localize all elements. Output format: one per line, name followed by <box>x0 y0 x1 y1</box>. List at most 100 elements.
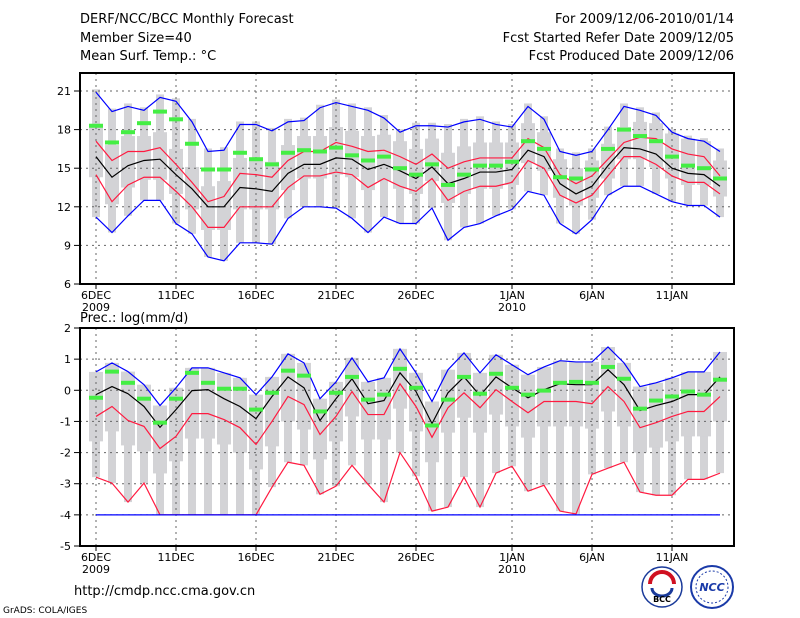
spread-box <box>185 367 199 439</box>
median-mark <box>313 149 327 154</box>
series-line-mean <box>95 146 721 208</box>
figure-title: DERF/NCC/BCC Monthly Forecast <box>80 12 294 27</box>
spread-box <box>537 366 551 427</box>
median-mark <box>169 117 183 122</box>
median-mark <box>425 423 439 428</box>
median-mark <box>377 392 391 397</box>
spread-box <box>329 127 343 175</box>
median-mark <box>569 176 583 181</box>
spread-whisker <box>444 369 452 508</box>
median-mark <box>569 379 583 384</box>
spread-box <box>281 353 295 422</box>
median-mark <box>217 386 231 391</box>
spread-box <box>137 384 151 452</box>
ytick-label: 9 <box>64 239 71 252</box>
series-line-max <box>95 346 721 407</box>
spread-box <box>105 145 119 205</box>
ytick-label: -5 <box>60 540 71 553</box>
xtick-label: 16DEC <box>237 289 274 302</box>
median-mark <box>473 391 487 396</box>
median-mark <box>297 148 311 153</box>
median-mark <box>345 374 359 379</box>
spread-box <box>473 372 487 433</box>
website-url[interactable]: http://cmdp.ncc.cma.gov.cn <box>74 584 255 599</box>
spread-box <box>649 123 663 167</box>
spread-box <box>329 381 343 442</box>
spread-box <box>457 352 471 418</box>
median-mark <box>185 370 199 375</box>
median-mark <box>585 167 599 172</box>
spread-box <box>153 132 167 180</box>
spread-box <box>137 136 151 180</box>
xtick-label: 21DEC <box>317 289 354 302</box>
ytick-label: -2 <box>60 447 71 460</box>
spread-whisker <box>204 367 212 515</box>
ncc-logo-text: NCC <box>699 581 724 594</box>
spread-box <box>697 371 711 437</box>
median-mark <box>361 158 375 163</box>
median-mark <box>457 374 471 379</box>
median-mark <box>281 368 295 373</box>
xtick-label: 6DEC <box>81 289 111 302</box>
spread-box <box>681 371 695 437</box>
series-line-upper <box>95 382 721 450</box>
precip-chart-title: Prec.: log(mm/d) <box>80 311 188 326</box>
ytick-label: 18 <box>57 124 71 137</box>
spread-box <box>665 377 679 442</box>
xtick-label: 11JAN <box>656 551 689 564</box>
median-mark <box>153 109 167 114</box>
median-mark <box>137 121 151 126</box>
median-mark <box>585 380 599 385</box>
spread-box <box>393 348 407 409</box>
median-mark <box>89 395 103 400</box>
median-mark <box>553 175 567 180</box>
spread-box <box>281 145 295 191</box>
xtick-label: 16DEC <box>237 551 274 564</box>
median-mark <box>681 389 695 394</box>
spread-box <box>633 121 647 160</box>
series-line-upper <box>95 136 721 203</box>
median-mark <box>697 392 711 397</box>
median-mark <box>201 167 215 172</box>
median-mark <box>633 406 647 411</box>
xtick-label: 1JAN <box>499 289 525 302</box>
spread-box <box>553 360 567 427</box>
median-mark <box>89 123 103 128</box>
spread-box <box>201 186 215 230</box>
median-mark <box>617 376 631 381</box>
ytick-label: 1 <box>64 353 71 366</box>
spread-whisker <box>476 372 484 508</box>
xtick-label: 6JAN <box>579 551 605 564</box>
median-mark <box>473 163 487 168</box>
median-mark <box>169 396 183 401</box>
spread-box <box>457 146 471 194</box>
spread-box <box>297 136 311 179</box>
forecast-period: For 2009/12/06-2010/01/14 <box>555 12 734 27</box>
spread-box <box>153 405 167 474</box>
series-line-max <box>95 91 721 156</box>
spread-box <box>681 138 695 185</box>
spread-box <box>425 138 439 182</box>
xtick-year: 2010 <box>498 563 526 576</box>
spread-box <box>537 132 551 171</box>
median-mark <box>457 172 471 177</box>
ytick-label: 12 <box>57 201 71 214</box>
median-mark <box>537 146 551 151</box>
median-mark <box>393 166 407 171</box>
median-mark <box>665 154 679 159</box>
spread-box <box>217 181 231 230</box>
median-mark <box>297 373 311 378</box>
spread-box <box>105 362 119 432</box>
median-mark <box>617 127 631 132</box>
xtick-year: 2010 <box>498 301 526 314</box>
spread-box <box>713 351 727 422</box>
spread-whisker <box>188 367 196 515</box>
median-mark <box>121 130 135 135</box>
median-mark <box>329 145 343 150</box>
bcc-logo: BCC <box>641 566 683 608</box>
spread-whisker <box>380 377 388 503</box>
median-mark <box>121 380 135 385</box>
median-mark <box>217 167 231 172</box>
